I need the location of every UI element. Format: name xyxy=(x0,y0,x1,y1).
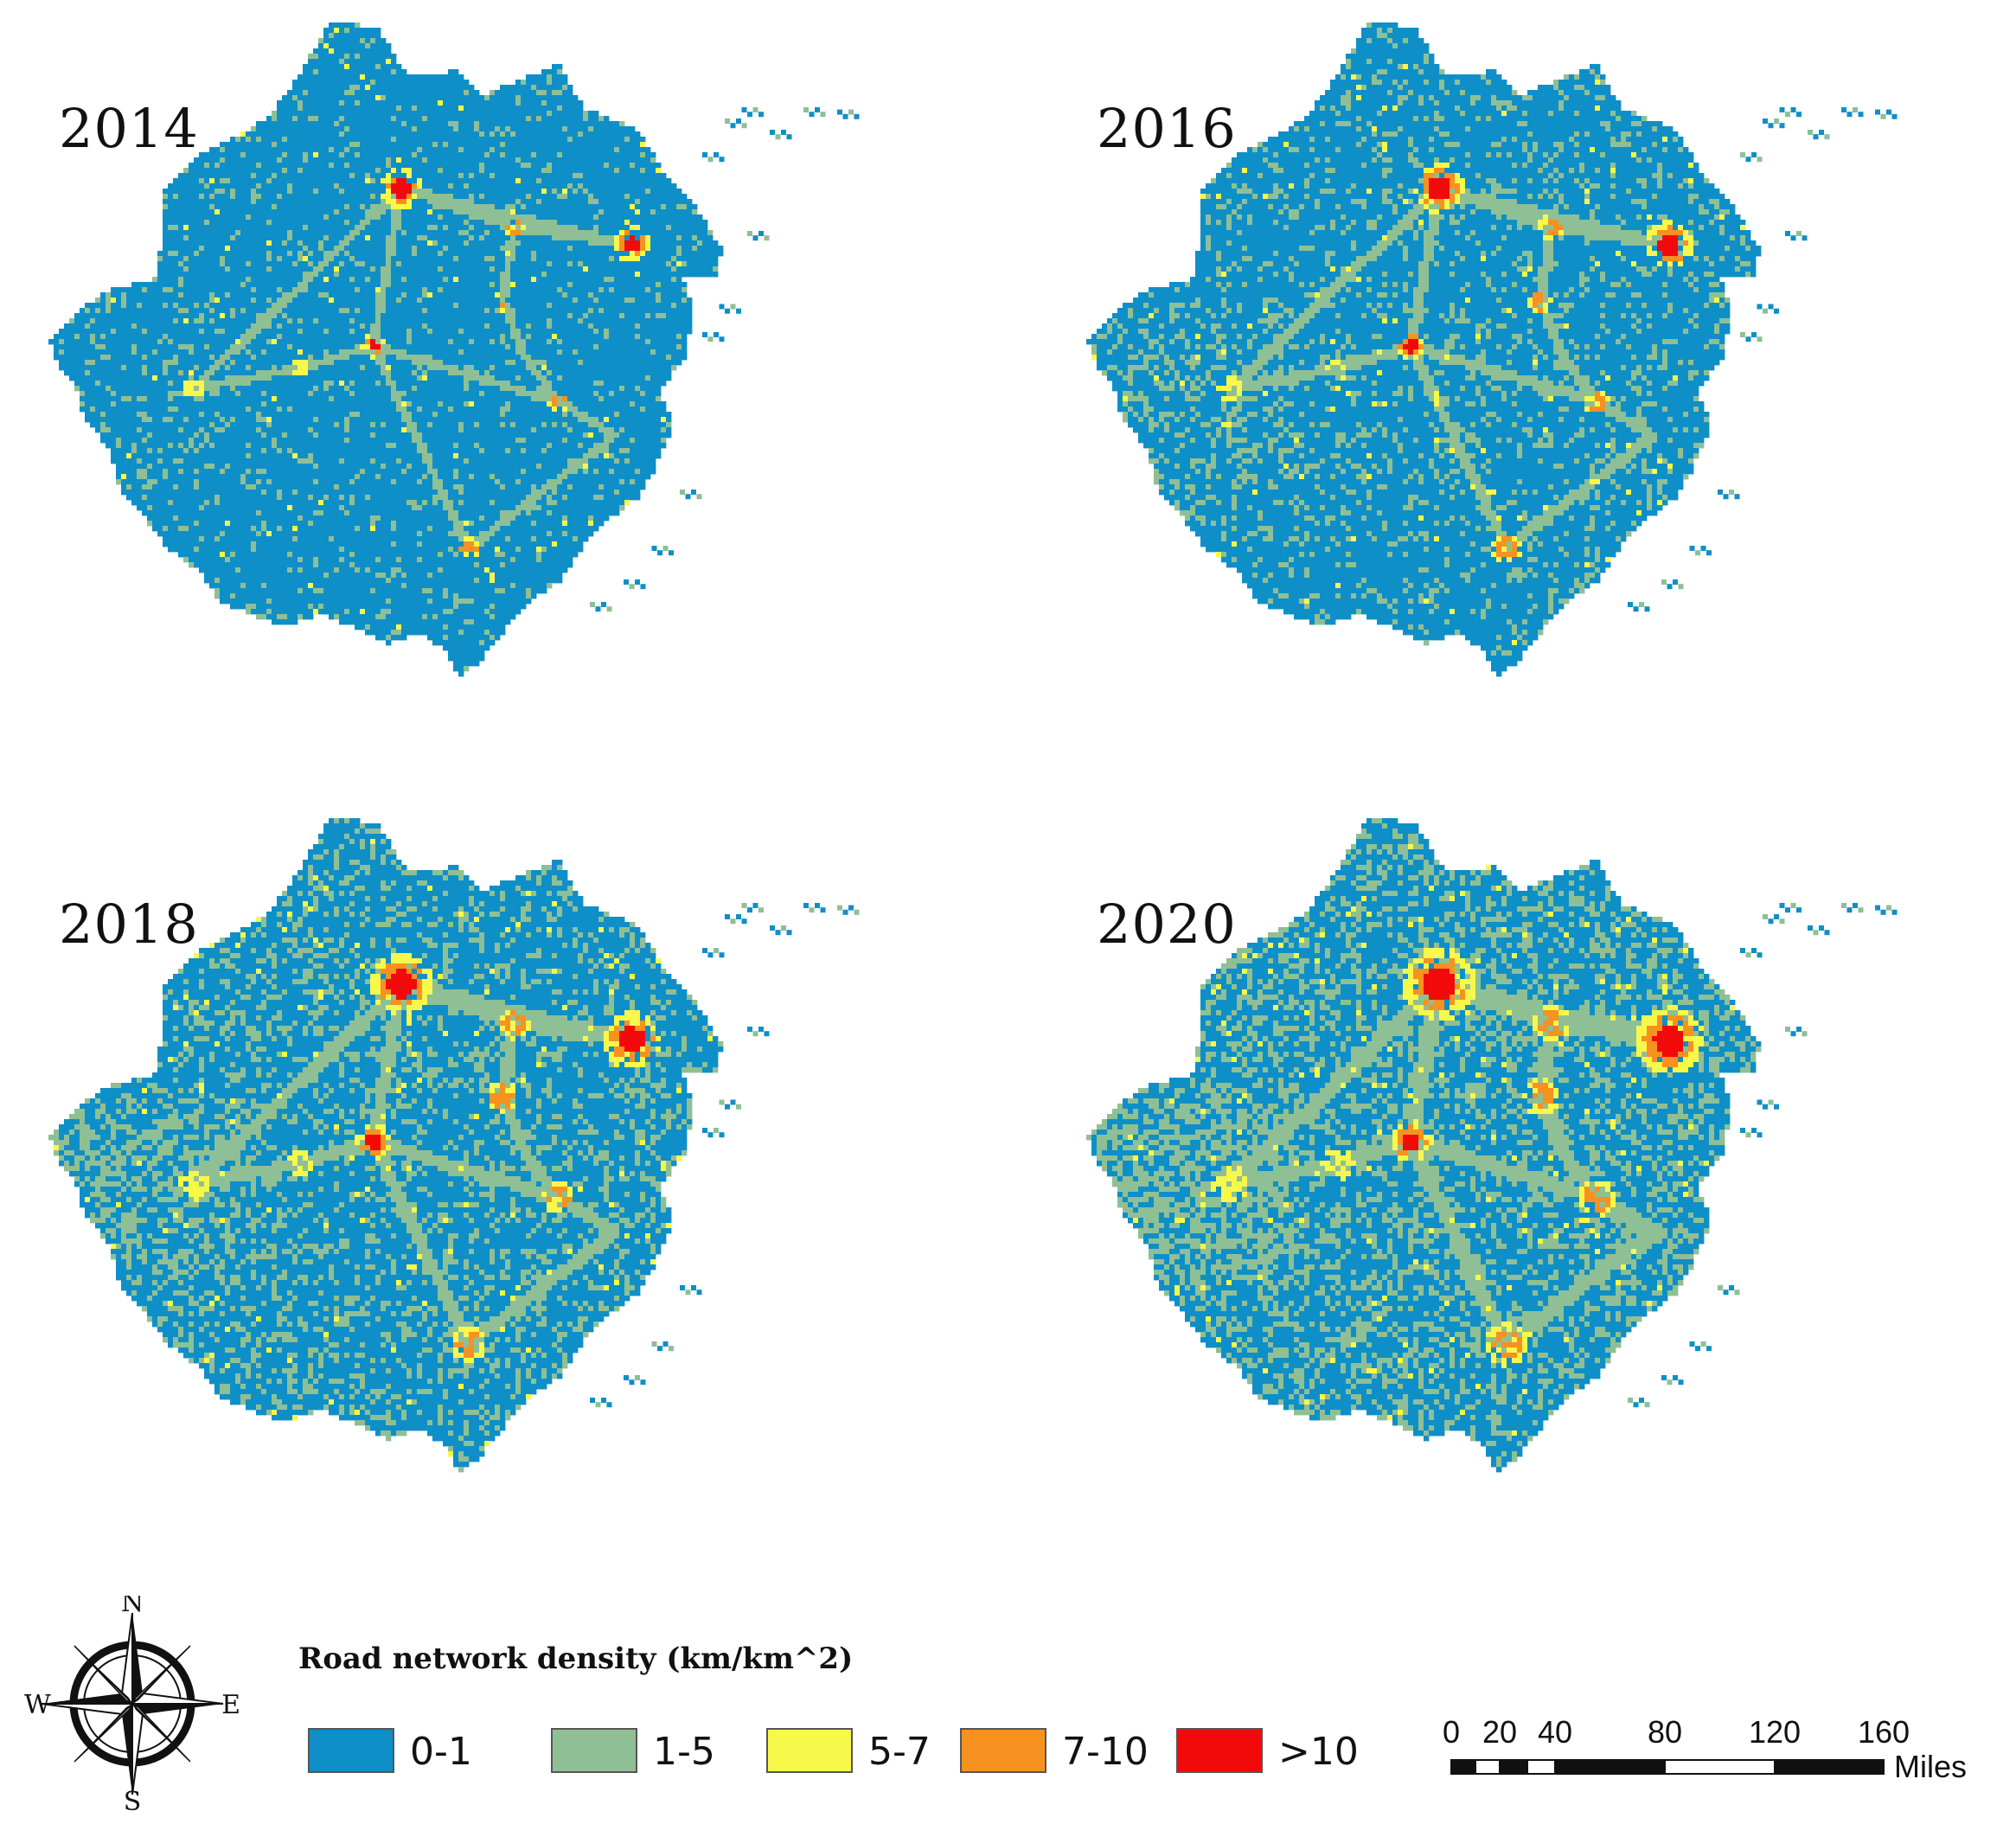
panel-year-label: 2014 xyxy=(59,97,199,160)
map-panel-2016: 2016 xyxy=(1064,17,2015,796)
scale-tick-label: 160 xyxy=(1858,1714,1910,1750)
north-arrow-compass-rose-icon: N S W E xyxy=(24,1596,240,1812)
scale-tick-label: 80 xyxy=(1648,1714,1682,1750)
scale-tick-label: 40 xyxy=(1538,1714,1572,1750)
scale-tick-label: 120 xyxy=(1749,1714,1801,1750)
compass-north-label: N xyxy=(121,1596,144,1618)
map-panel-2018: 2018 xyxy=(26,813,977,1591)
legend-swatch xyxy=(960,1728,1046,1773)
compass-star xyxy=(41,1612,224,1795)
legend-label: >10 xyxy=(1278,1730,1359,1774)
legend-title: Road network density (km/km^2) xyxy=(298,1642,853,1676)
legend-swatch xyxy=(1176,1728,1263,1773)
scale-unit-label: Miles xyxy=(1894,1749,1967,1784)
map-panel-2014: 2014 xyxy=(26,17,977,796)
legend-swatch xyxy=(766,1728,853,1773)
map-panel-2020: 2020 xyxy=(1064,813,2015,1591)
density-map xyxy=(1086,818,1898,1473)
legend-label: 1-5 xyxy=(653,1730,715,1774)
legend-label: 7-10 xyxy=(1062,1730,1149,1774)
density-map xyxy=(48,818,860,1473)
density-map xyxy=(1086,22,1898,677)
panel-year-label: 2020 xyxy=(1097,893,1237,956)
compass-west-label: W xyxy=(24,1690,51,1720)
scale-bar-segments xyxy=(1450,1759,1885,1775)
scale-tick-label: 20 xyxy=(1482,1714,1517,1750)
panel-year-label: 2018 xyxy=(59,893,199,956)
legend-label: 5-7 xyxy=(868,1730,931,1774)
compass-south-label: S xyxy=(124,1787,142,1812)
scale-bar: 0 20 40 80 120 160 Miles xyxy=(1443,1714,1967,1784)
legend-swatch xyxy=(551,1728,637,1773)
legend-label: 0-1 xyxy=(410,1730,472,1774)
density-map xyxy=(48,22,860,677)
panel-year-label: 2016 xyxy=(1097,97,1237,160)
scale-tick-label: 0 xyxy=(1443,1714,1460,1750)
compass-east-label: E xyxy=(221,1690,240,1720)
legend-swatch xyxy=(308,1728,394,1773)
